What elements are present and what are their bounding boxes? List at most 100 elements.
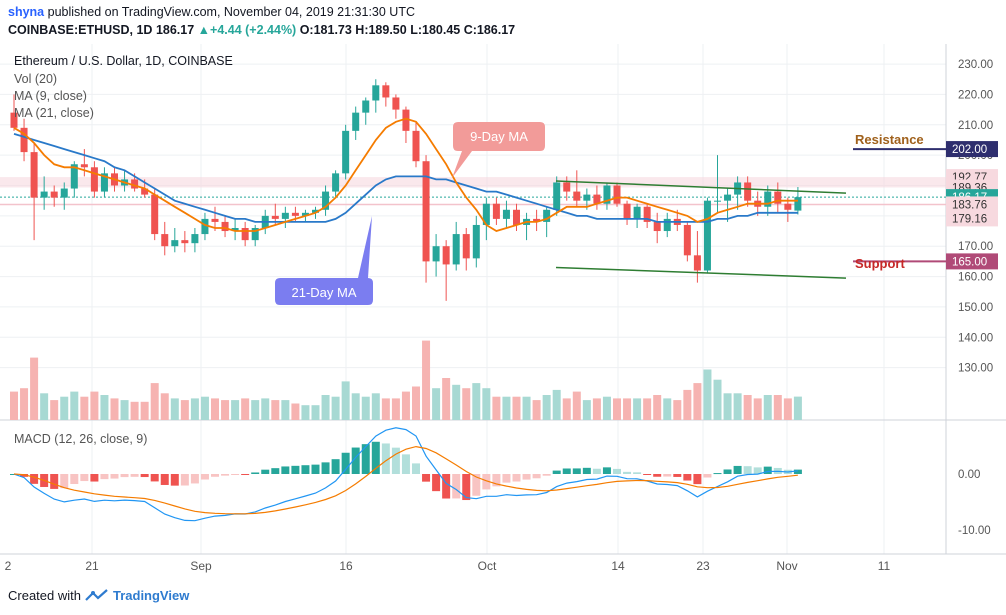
candle-body bbox=[362, 100, 370, 113]
macd-histogram-bar bbox=[190, 474, 199, 484]
candle-body bbox=[513, 209, 520, 225]
volume-bar bbox=[291, 403, 300, 420]
price-chart[interactable]: 230.00220.00210.00200.00190.00180.00170.… bbox=[0, 44, 1006, 584]
candle-body bbox=[301, 212, 309, 216]
candle-body bbox=[181, 240, 189, 244]
volume-bar bbox=[452, 384, 461, 420]
macd-histogram-bar bbox=[351, 447, 360, 474]
macd-histogram-bar bbox=[713, 473, 722, 475]
macd-histogram-bar bbox=[200, 474, 209, 480]
moving-averages bbox=[13, 117, 798, 232]
macd-histogram-bar bbox=[70, 474, 79, 484]
macd-histogram-bar bbox=[673, 474, 682, 477]
candle-body bbox=[452, 234, 460, 265]
macd-histogram-bar bbox=[422, 474, 431, 482]
macd-histogram-bar bbox=[110, 474, 119, 479]
symbol-info: COINBASE:ETHUSD, 1D 186.17 ▲+4.44 (+2.44… bbox=[8, 23, 515, 37]
macd-histogram-bar bbox=[482, 474, 491, 490]
macd-histogram-bar bbox=[50, 474, 59, 489]
macd-histogram-bar bbox=[602, 467, 611, 474]
candle-body bbox=[251, 228, 259, 241]
macd-histogram-bar bbox=[643, 474, 652, 475]
ma21-callout-label: 21-Day MA bbox=[291, 285, 356, 300]
ohlc-values: O:181.73 H:189.50 L:180.45 C:186.17 bbox=[299, 23, 516, 37]
price-change: +4.44 (+2.44%) bbox=[210, 23, 297, 37]
volume-bar bbox=[482, 388, 491, 420]
candle-body bbox=[482, 203, 490, 225]
volume-bar bbox=[512, 396, 521, 420]
candle-body bbox=[703, 200, 711, 271]
volume-bar bbox=[683, 389, 692, 420]
candle-body bbox=[744, 182, 752, 201]
macd-histogram-bar bbox=[613, 468, 621, 474]
macd-histogram-bar bbox=[401, 454, 410, 474]
volume-bars bbox=[10, 340, 802, 420]
volume-bar bbox=[271, 400, 280, 420]
candle-body bbox=[533, 218, 541, 222]
price-label-tag bbox=[946, 210, 998, 227]
macd-histogram-bar bbox=[683, 474, 692, 481]
candle-body bbox=[693, 255, 701, 271]
volume-bar bbox=[221, 400, 230, 420]
macd-histogram-bar bbox=[80, 474, 89, 482]
ma9-legend: MA (9, close) bbox=[14, 89, 87, 103]
macd-histogram-bar bbox=[623, 471, 632, 474]
published-text: published on TradingView.com, November 0… bbox=[47, 5, 415, 19]
volume-bar bbox=[592, 398, 601, 420]
volume-bar bbox=[462, 388, 471, 420]
macd-histogram-bar bbox=[572, 468, 581, 474]
price-tick-label: 160.00 bbox=[958, 272, 993, 284]
volume-bar bbox=[653, 395, 662, 420]
author-name[interactable]: shyna bbox=[8, 5, 45, 19]
time-tick-label: 21 bbox=[85, 559, 99, 573]
change-arrow-icon: ▲ bbox=[197, 23, 211, 37]
macd-histogram-bar bbox=[281, 466, 290, 474]
volume-bar bbox=[401, 391, 410, 420]
volume-bar bbox=[120, 400, 129, 420]
volume-bar bbox=[10, 391, 18, 420]
volume-bar bbox=[713, 379, 722, 420]
macd-histogram-bar bbox=[211, 474, 219, 477]
volume-bar bbox=[351, 393, 360, 420]
macd-histogram-bar bbox=[100, 474, 109, 480]
price-tick-label: 210.00 bbox=[958, 120, 993, 132]
macd-histogram-bar bbox=[582, 467, 591, 474]
candle-body bbox=[794, 197, 802, 211]
candle-body bbox=[432, 246, 440, 262]
macd-histogram-bar bbox=[391, 447, 400, 474]
macd-histogram-bar bbox=[180, 474, 189, 486]
candle-body bbox=[462, 234, 470, 259]
candle-body bbox=[221, 221, 229, 232]
macd-histogram-bar bbox=[371, 441, 380, 474]
macd-histogram-bar bbox=[592, 468, 601, 474]
volume-bar bbox=[130, 401, 139, 420]
volume-bar bbox=[170, 398, 179, 420]
macd-histogram-bar bbox=[170, 474, 179, 486]
volume-bar bbox=[140, 401, 149, 420]
ma9-callout-label: 9-Day MA bbox=[470, 129, 528, 144]
price-label-tag bbox=[946, 141, 998, 158]
candle-body bbox=[70, 164, 78, 189]
chart-title: Ethereum / U.S. Dollar, 1D, COINBASE bbox=[14, 54, 233, 68]
volume-bar bbox=[40, 393, 49, 420]
macd-histogram-bar bbox=[331, 459, 340, 474]
price-label-value: 183.76 bbox=[952, 199, 987, 211]
volume-bar bbox=[361, 396, 370, 420]
candle-body bbox=[312, 209, 319, 213]
volume-bar bbox=[432, 388, 441, 420]
candle-body bbox=[201, 218, 209, 235]
candle-body bbox=[402, 109, 410, 131]
volume-bar bbox=[20, 388, 29, 420]
volume-bar bbox=[70, 391, 79, 420]
volume-bar bbox=[391, 398, 400, 420]
candle-body bbox=[60, 188, 68, 198]
volume-bar bbox=[643, 398, 652, 420]
tradingview-brand[interactable]: TradingView bbox=[112, 588, 190, 603]
time-tick-label: 16 bbox=[339, 559, 353, 573]
macd-histogram-bar bbox=[130, 474, 139, 477]
macd-histogram-bar bbox=[291, 465, 300, 474]
macd-histogram-bar bbox=[120, 474, 129, 478]
candle-body bbox=[683, 224, 691, 256]
candle-body bbox=[492, 203, 500, 219]
support-label: Support bbox=[855, 256, 905, 271]
